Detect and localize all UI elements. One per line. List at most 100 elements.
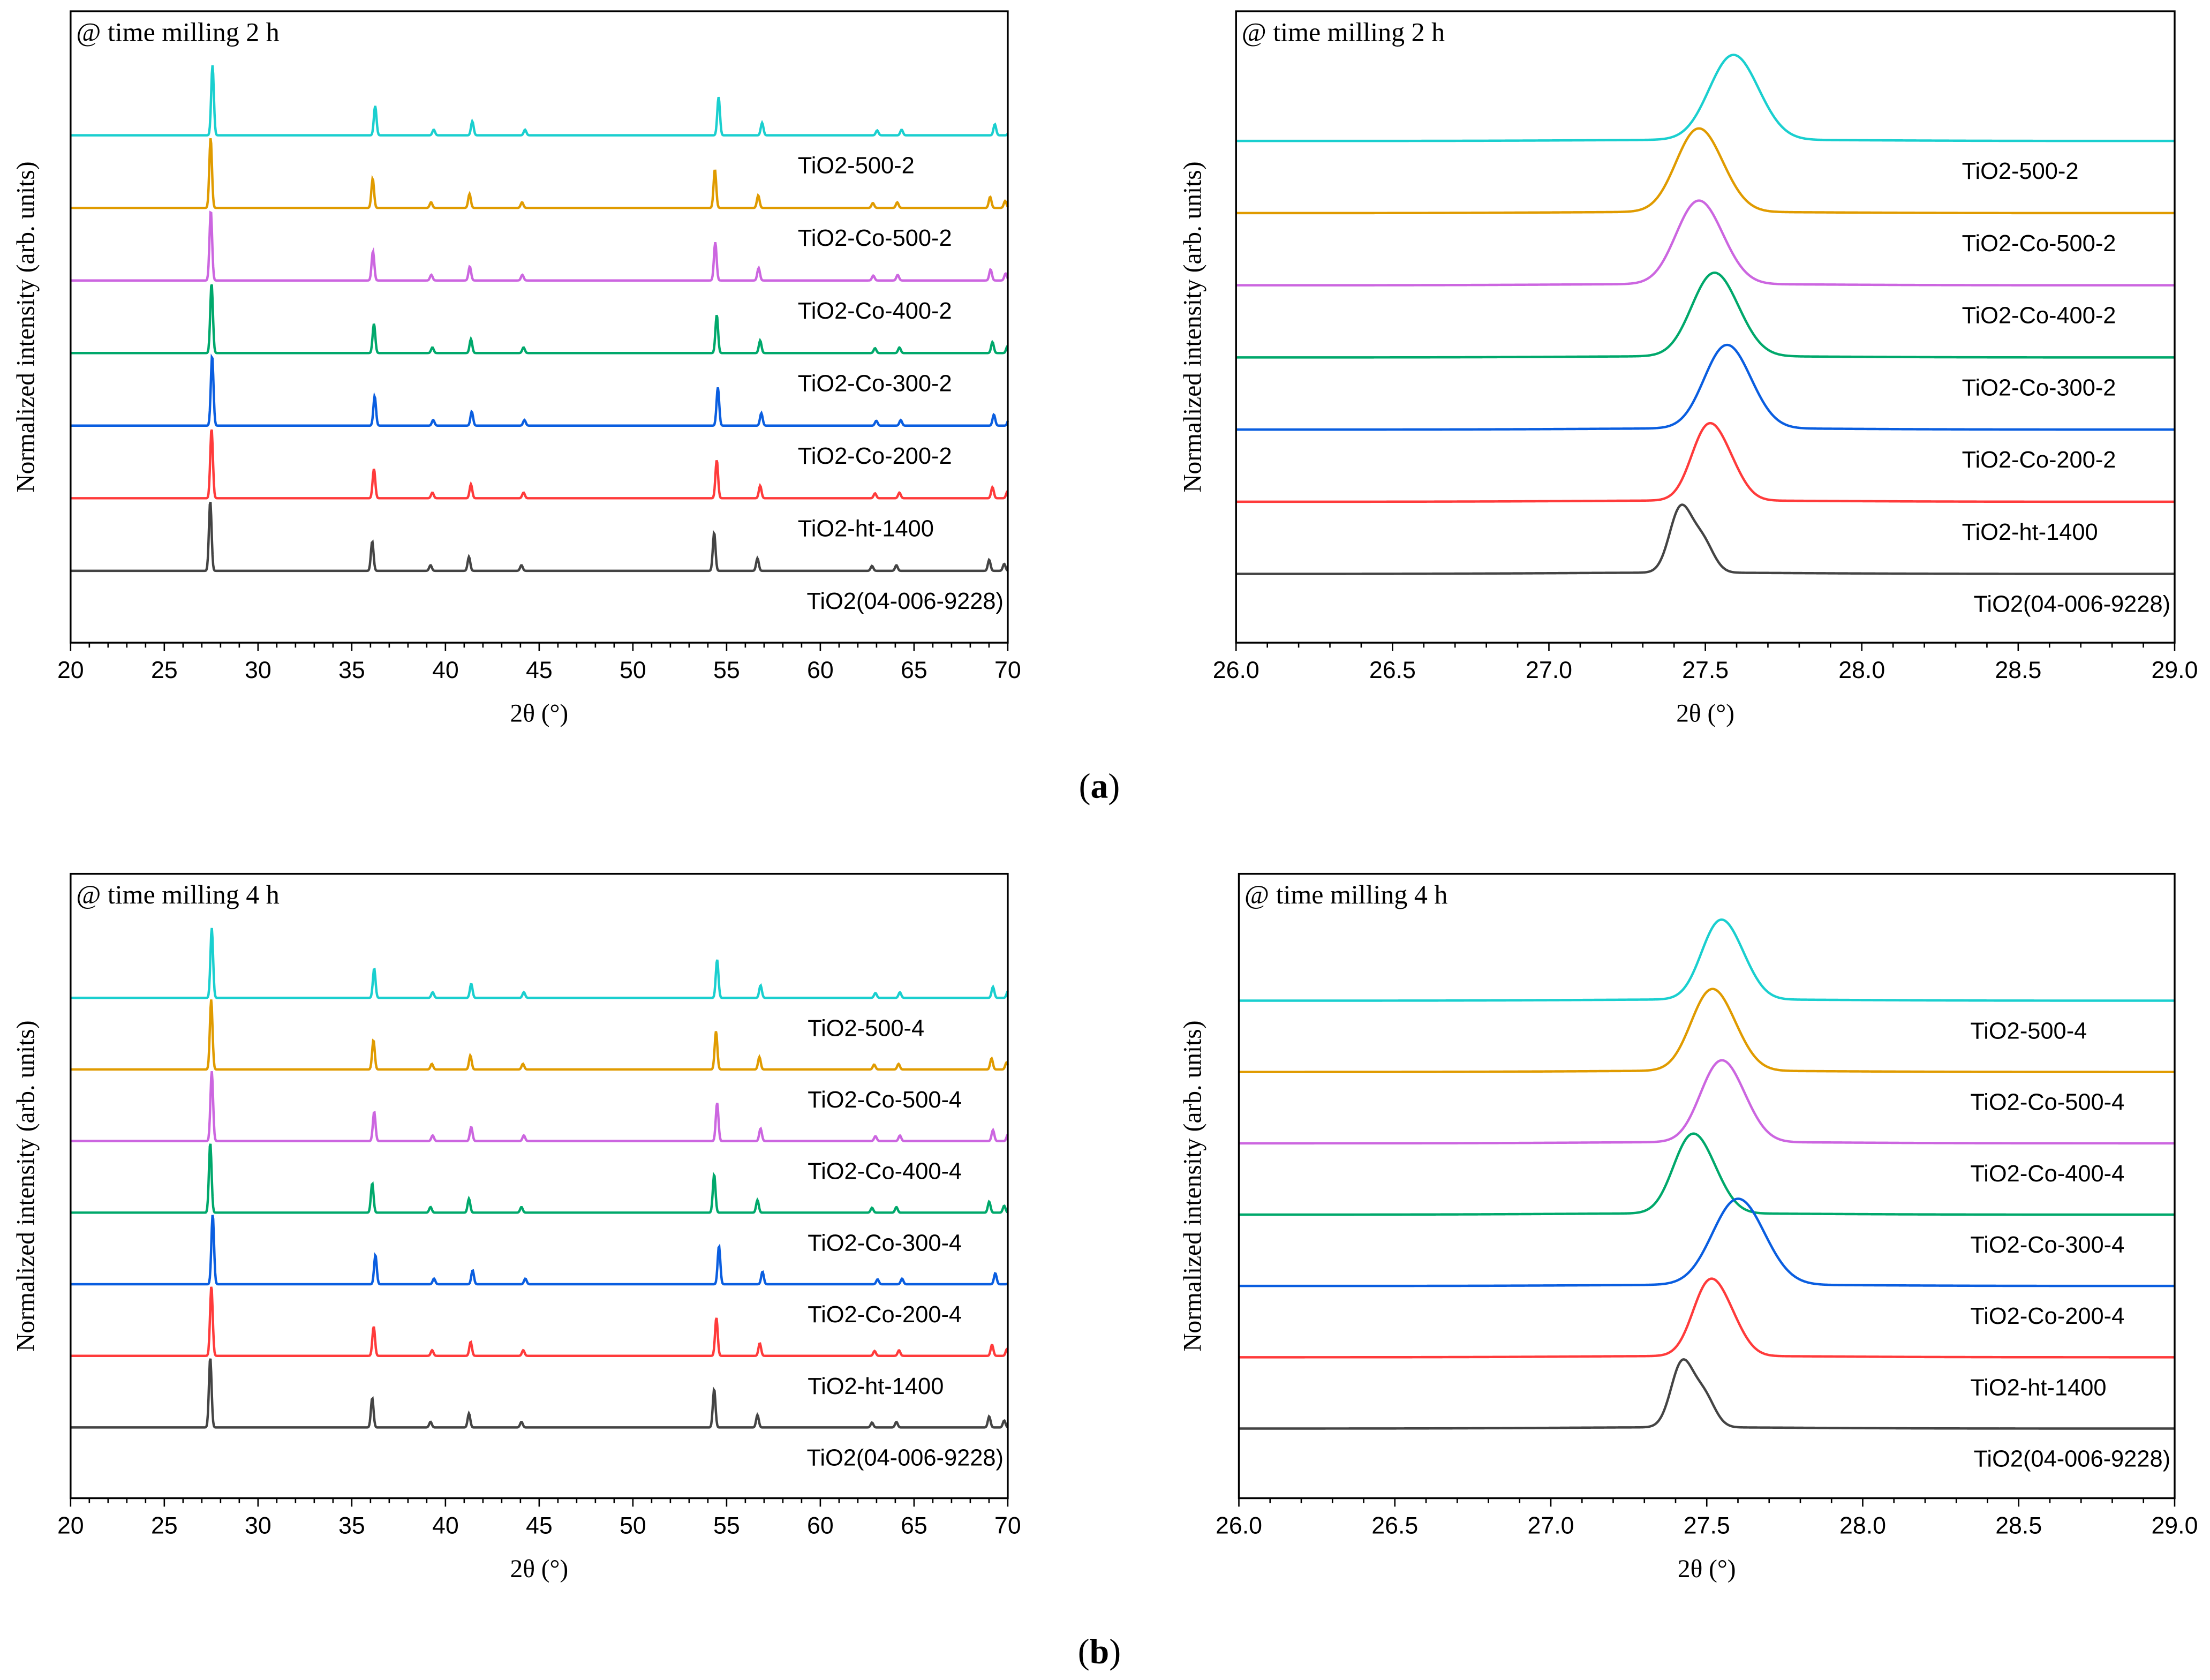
x-tick-label: 30 [245,1512,271,1539]
chart-a-right: TiO2-500-2 TiO2-Co-500-2 TiO2-Co-400-2 TiO2… [1179,10,2198,727]
x-axis-label: 2θ (°) [1678,1555,1736,1583]
x-tick-label: 26.5 [1371,1512,1418,1539]
x-tick-label: 45 [526,1512,553,1539]
x-tick-label: 26.0 [1216,1512,1262,1539]
x-tick-label: 27.0 [1527,1512,1574,1539]
x-tick-label: 27.5 [1684,1512,1730,1539]
caption-b: (b) [1078,1632,1121,1671]
x-tick-label: 55 [713,657,740,683]
series-label: TiO2-500-4 [808,1015,924,1041]
series-line [70,353,1009,427]
series-line [1236,54,2175,142]
x-tick-label: 29.0 [2151,1512,2198,1539]
series-line [70,928,1009,999]
x-tick-label: 50 [620,657,646,683]
x-tick-label: 28.0 [1839,1512,1886,1539]
chart-a-left: TiO2-500-2 TiO2-Co-500-2 TiO2-Co-400-2 TiO2… [12,10,1021,727]
series-label: TiO2-500-2 [1962,159,2079,184]
series-line [70,65,1009,137]
series-label: TiO2-ht-1400 [1962,519,2098,545]
milling-time-annotation: @ time milling 2 h [1242,17,1445,47]
series-line [1236,343,2175,431]
series-label: TiO2-Co-200-4 [808,1302,962,1328]
series-line [70,284,1008,355]
series-line [1236,503,2175,575]
chart-b-left: TiO2-500-4 TiO2-Co-500-4 TiO2-Co-400-4 TiO2… [12,872,1021,1583]
series-line [70,1215,1009,1286]
x-tick-label: 35 [338,1512,365,1539]
y-axis-label: Normalized intensity (arb. units) [1179,161,1206,492]
series-line [1236,127,2175,215]
series-label: TiO2-Co-300-2 [798,371,952,396]
x-tick-label: 70 [994,1512,1021,1539]
series-line [1239,988,2175,1073]
series-line [1236,421,2175,503]
series-line [70,1286,1009,1357]
series-label: TiO2-ht-1400 [798,516,934,541]
x-tick-label: 26.0 [1213,657,1259,683]
series-label: TiO2-Co-300-2 [1962,375,2116,401]
series-line [70,1143,1009,1214]
chart-b-right: TiO2-500-4 TiO2-Co-500-4 TiO2-Co-400-4 TiO2… [1179,872,2198,1583]
series-label: TiO2(04-006-9228) [1974,592,2171,617]
x-tick-label: 65 [901,657,927,683]
x-tick-label: 20 [57,1512,84,1539]
x-tick-label: 55 [713,1512,740,1539]
series-line [70,138,1009,209]
series-line [70,501,1009,572]
series-label: TiO2-500-4 [1970,1019,2087,1044]
x-tick-label: 28.5 [1995,1512,2042,1539]
x-tick-label: 30 [245,657,271,683]
milling-time-annotation: @ time milling 4 h [1244,879,1447,909]
x-tick-label: 27.5 [1682,657,1729,683]
y-axis-label: Normalized intensity (arb. units) [12,161,40,492]
series-label: TiO2(04-006-9228) [806,589,1004,614]
x-tick-label: 40 [432,657,459,683]
series-line [1239,918,2175,1002]
series-label: TiO2-ht-1400 [1970,1375,2106,1400]
x-axis-label: 2θ (°) [510,699,569,727]
x-tick-label: 45 [526,657,553,683]
x-tick-label: 28.0 [1838,657,1885,683]
milling-time-annotation: @ time milling 4 h [76,879,279,909]
series-label: TiO2-Co-200-2 [1962,447,2116,473]
series-label: TiO2-Co-400-2 [798,298,952,324]
x-tick-label: 65 [901,1512,927,1539]
series-line [1239,1277,2175,1359]
x-tick-label: 70 [994,657,1021,683]
series-label: TiO2(04-006-9228) [806,1445,1004,1471]
x-axis-label: 2θ (°) [1676,699,1734,727]
caption-a: (a) [1079,767,1120,806]
series-line [1236,272,2175,359]
series-line [1239,1197,2175,1287]
series-label: TiO2-Co-400-2 [1962,303,2116,329]
y-axis-label: Normalized intensity (arb. units) [1179,1021,1206,1352]
series-line [70,999,1009,1071]
series-label: TiO2-Co-300-4 [1970,1232,2124,1258]
series-line [70,1358,1009,1429]
series-line [70,429,1008,500]
series-label: TiO2(04-006-9228) [1974,1447,2171,1472]
series-label: TiO2-Co-500-2 [1962,231,2116,257]
series-label: TiO2-Co-400-4 [808,1159,962,1185]
series-line [1236,199,2175,287]
x-tick-label: 25 [151,1512,178,1539]
series-label: TiO2-Co-200-4 [1970,1304,2124,1329]
milling-time-annotation: @ time milling 2 h [76,17,279,47]
series-label: TiO2-500-2 [798,153,915,179]
y-axis-label: Normalized intensity (arb. units) [12,1021,40,1352]
x-tick-label: 60 [807,1512,834,1539]
x-tick-label: 26.5 [1369,657,1416,683]
x-axis-label: 2θ (°) [510,1555,569,1583]
series-label: TiO2-Co-500-2 [798,225,952,251]
series-line [1239,1358,2175,1430]
series-label: TiO2-Co-400-4 [1970,1161,2124,1187]
series-label: TiO2-Co-300-4 [808,1230,962,1256]
x-tick-label: 25 [151,657,178,683]
series-line [70,210,1009,282]
series-label: TiO2-Co-500-4 [1970,1090,2124,1116]
x-tick-label: 27.0 [1526,657,1572,683]
x-tick-label: 35 [338,657,365,683]
series-line [1239,1132,2175,1216]
